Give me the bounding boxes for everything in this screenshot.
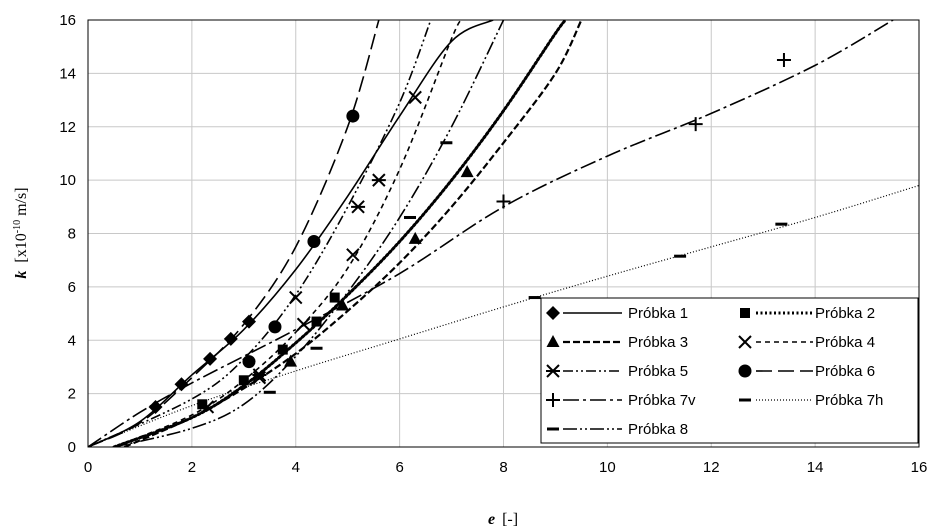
data-point-pr-bka-8 [440, 141, 452, 144]
x-tick-label: 10 [599, 459, 616, 476]
x-tick-label: 6 [395, 459, 403, 476]
data-point-pr-bka-7v [777, 53, 791, 67]
data-point-pr-bka-2 [239, 375, 249, 385]
data-point-pr-bka-5 [351, 201, 365, 213]
data-point-pr-bka-8 [404, 216, 416, 219]
y-axis-title: k [x10-10 m/s] [12, 187, 30, 278]
data-point-pr-bka-2 [330, 293, 340, 303]
x-tick-label: 4 [292, 459, 300, 476]
x-tick-label: 12 [703, 459, 720, 476]
data-point-pr-bka-5 [372, 174, 386, 186]
y-tick-label: 16 [59, 12, 76, 29]
data-point-pr-bka-6 [243, 355, 256, 368]
y-tick-label: 8 [68, 226, 76, 243]
data-point-pr-bka-4 [298, 318, 310, 330]
legend-label: Próbka 5 [628, 363, 688, 380]
legend-label: Próbka 7v [628, 392, 696, 409]
y-tick-label: 0 [68, 439, 76, 456]
data-point-pr-bka-1 [149, 400, 163, 414]
legend-label: Próbka 6 [815, 363, 875, 380]
data-point-pr-bka-7h [264, 391, 276, 394]
legend-marker [547, 428, 559, 431]
y-tick-label: 4 [68, 332, 76, 349]
legend-label: Próbka 1 [628, 305, 688, 322]
legend-label: Próbka 3 [628, 334, 688, 351]
legend-marker [740, 308, 750, 318]
legend-label: Próbka 8 [628, 421, 688, 438]
legend: Próbka 1 Próbka 2 Próbka 3 Próbka 4 Próbka 5… [541, 298, 918, 443]
y-tick-label: 10 [59, 172, 76, 189]
data-point-pr-bka-8 [311, 347, 323, 350]
legend-marker [739, 365, 752, 378]
y-tick-label: 14 [59, 65, 76, 82]
data-point-pr-bka-7h [775, 223, 787, 226]
data-point-pr-bka-1 [242, 315, 256, 329]
x-tick-label: 2 [188, 459, 196, 476]
data-point-pr-bka-7h [674, 255, 686, 258]
legend-label: Próbka 2 [815, 305, 875, 322]
y-tick-label: 2 [68, 386, 76, 403]
y-tick-label: 12 [59, 119, 76, 136]
y-tick-label: 6 [68, 279, 76, 296]
data-point-pr-bka-7v [497, 194, 511, 208]
data-point-pr-bka-7v [689, 117, 703, 131]
data-point-pr-bka-6 [307, 235, 320, 248]
data-point-pr-bka-7h [529, 296, 541, 299]
x-tick-labels: 0 2 4 6 8 10 12 14 16 [84, 459, 928, 476]
x-tick-label: 8 [499, 459, 507, 476]
x-tick-label: 14 [807, 459, 824, 476]
x-axis-title: e [-] [488, 511, 518, 528]
legend-marker [739, 399, 751, 402]
x-tick-label: 0 [84, 459, 92, 476]
data-point-pr-bka-6 [346, 110, 359, 123]
data-point-pr-bka-2 [278, 345, 288, 355]
x-tick-label: 16 [911, 459, 928, 476]
y-tick-labels: 0 2 4 6 8 10 12 14 16 [59, 12, 76, 456]
legend-label: Próbka 4 [815, 334, 875, 351]
legend-label: Próbka 7h [815, 392, 883, 409]
data-point-pr-bka-2 [312, 317, 322, 327]
data-point-pr-bka-6 [268, 320, 281, 333]
